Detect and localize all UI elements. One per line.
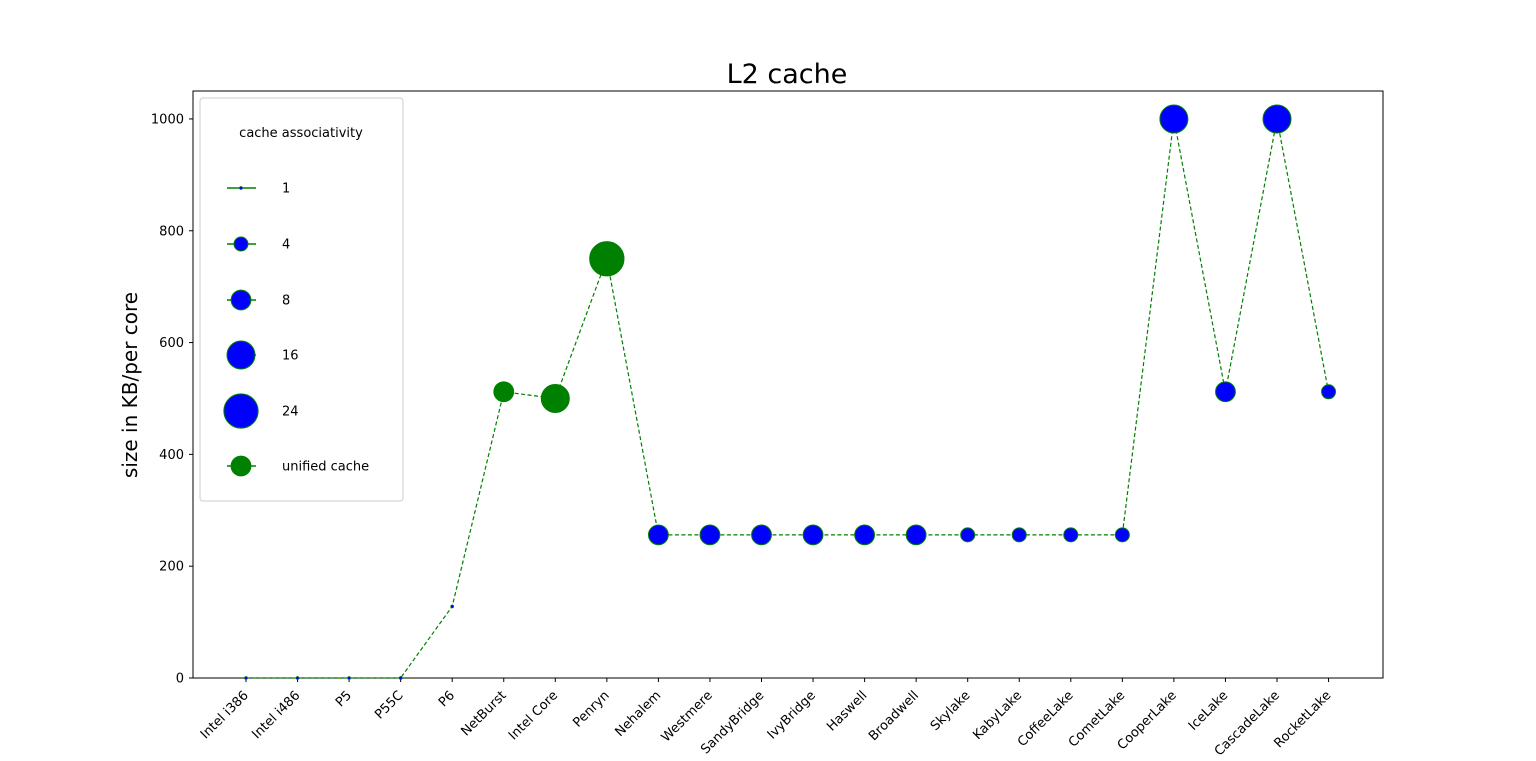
- legend-marker: [223, 393, 259, 429]
- legend-label: 16: [282, 349, 299, 364]
- y-tick-label: 400: [159, 448, 184, 463]
- series-line: [246, 118, 1330, 679]
- data-point: [960, 527, 976, 543]
- x-tick-label: Intel i386: [198, 688, 252, 742]
- legend-label: unified cache: [282, 460, 369, 475]
- data-point: [1114, 527, 1130, 543]
- x-tick-label: Intel Core: [506, 688, 561, 743]
- legend-marker: [230, 289, 252, 311]
- x-tick-label: NetBurst: [459, 688, 510, 739]
- data-point: [398, 676, 403, 680]
- data-point: [1063, 527, 1079, 543]
- data-point: [347, 676, 351, 680]
- data-point: [1262, 104, 1292, 134]
- data-point: [1159, 104, 1189, 134]
- y-tick-label: 800: [159, 224, 184, 239]
- x-tick-label: P5: [333, 688, 355, 710]
- data-point: [540, 383, 570, 413]
- x-tick-label: IvyBridge: [765, 688, 819, 742]
- legend-marker: [226, 340, 256, 370]
- data-point: [493, 381, 515, 403]
- chart-title: L2 cache: [727, 59, 848, 90]
- x-tick-label: Penryn: [570, 688, 612, 730]
- data-point: [295, 676, 300, 680]
- data-point: [1011, 527, 1027, 543]
- data-point: [699, 524, 721, 546]
- x-tick-label: IceLake: [1186, 688, 1231, 733]
- y-tick-label: 0: [176, 672, 184, 687]
- x-tick-label: Broadwell: [866, 688, 922, 744]
- x-tick-label: Haswell: [824, 688, 870, 734]
- x-tick-label: P6: [436, 688, 458, 710]
- x-tick-label: Skylake: [928, 688, 974, 734]
- legend-label: 8: [282, 294, 290, 309]
- y-tick-label: 200: [159, 560, 184, 575]
- x-tick-label: Nehalem: [612, 688, 664, 740]
- data-point: [450, 604, 455, 609]
- data-point: [589, 241, 625, 277]
- axes-frame: [192, 90, 1384, 679]
- legend-marker: [230, 455, 252, 477]
- data-point: [244, 676, 248, 680]
- data-point: [854, 524, 875, 546]
- legend: cache associativity 1 4 8 16 24 unified cache: [199, 97, 404, 502]
- data-point: [1321, 384, 1337, 400]
- y-axis-label: size in KB/per core: [118, 292, 142, 478]
- data-point: [802, 524, 824, 546]
- legend-marker: [239, 186, 243, 190]
- x-tick-label: Intel i486: [249, 688, 303, 742]
- legend-label: 1: [282, 182, 290, 197]
- legend-label: 4: [282, 238, 290, 253]
- legend-label: 24: [282, 405, 299, 420]
- y-tick-label: 600: [159, 336, 184, 351]
- y-tick-label: 1000: [151, 112, 184, 127]
- data-point: [648, 524, 669, 546]
- x-tick-label: KabyLake: [970, 688, 1025, 743]
- x-tick-label: P55C: [372, 688, 406, 722]
- legend-marker: [233, 236, 249, 252]
- data-point: [1215, 381, 1236, 403]
- legend-title: cache associativity: [239, 126, 363, 141]
- data-point: [751, 524, 772, 546]
- data-point: [905, 524, 927, 546]
